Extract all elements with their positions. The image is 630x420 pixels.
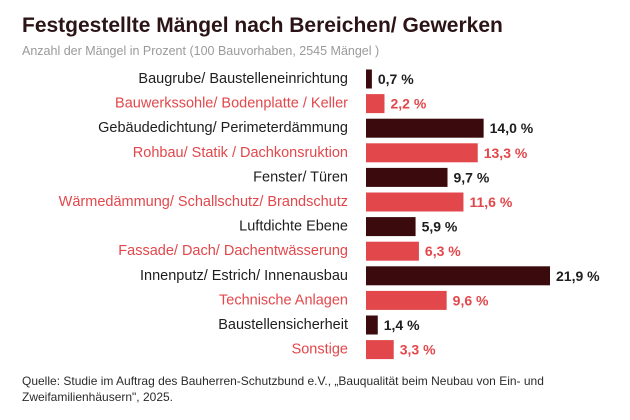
value-label: 9,6 % [453,292,489,308]
category-label: Fassade/ Dach/ Dachentwässerung [118,243,348,259]
value-label: 0,7 % [378,71,414,87]
category-label: Innenputz/ Estrich/ Innenausbau [140,268,348,284]
category-label: Baustellensicherheit [218,317,348,333]
category-label: Luftdichte Ebene [239,219,348,235]
category-label: Wärmedämmung/ Schallschutz/ Brandschutz [59,194,348,210]
value-label: 9,7 % [453,169,489,185]
bar [366,340,394,360]
bar [366,290,447,310]
bar [366,143,478,163]
chart-subtitle: Anzahl der Mängel in Prozent (100 Bauvor… [22,44,380,58]
value-label: 5,9 % [422,219,458,235]
bar [366,266,550,286]
category-label: Gebäudedichtung/ Perimeterdämmung [98,120,348,136]
value-label: 13,3 % [484,145,528,161]
value-label: 2,2 % [390,96,426,112]
chart-title: Festgestellte Mängel nach Bereichen/ Gew… [22,14,503,37]
value-label: 21,9 % [556,268,600,284]
bar [366,94,385,114]
source-note: Quelle: Studie im Auftrag des Bauherren-… [22,374,544,404]
bar [366,217,416,237]
category-label: Baugrube/ Baustelleneinrichtung [138,71,348,87]
category-label: Sonstige [292,342,348,358]
value-label: 11,6 % [469,194,512,210]
value-label: 6,3 % [425,243,461,259]
bar [366,118,484,138]
bar [366,241,419,261]
bar [366,315,378,335]
category-label: Bauwerkssohle/ Bodenplatte / Keller [115,96,348,112]
category-label: Technische Anlagen [219,292,348,308]
bar [366,167,448,187]
category-label: Rohbau/ Statik / Dachkonsruktion [133,145,348,161]
category-label: Fenster/ Türen [253,169,348,185]
bar [366,192,464,212]
bar [366,69,372,89]
value-label: 14,0 % [490,120,534,136]
value-label: 1,4 % [384,317,420,333]
value-label: 3,3 % [400,342,436,358]
